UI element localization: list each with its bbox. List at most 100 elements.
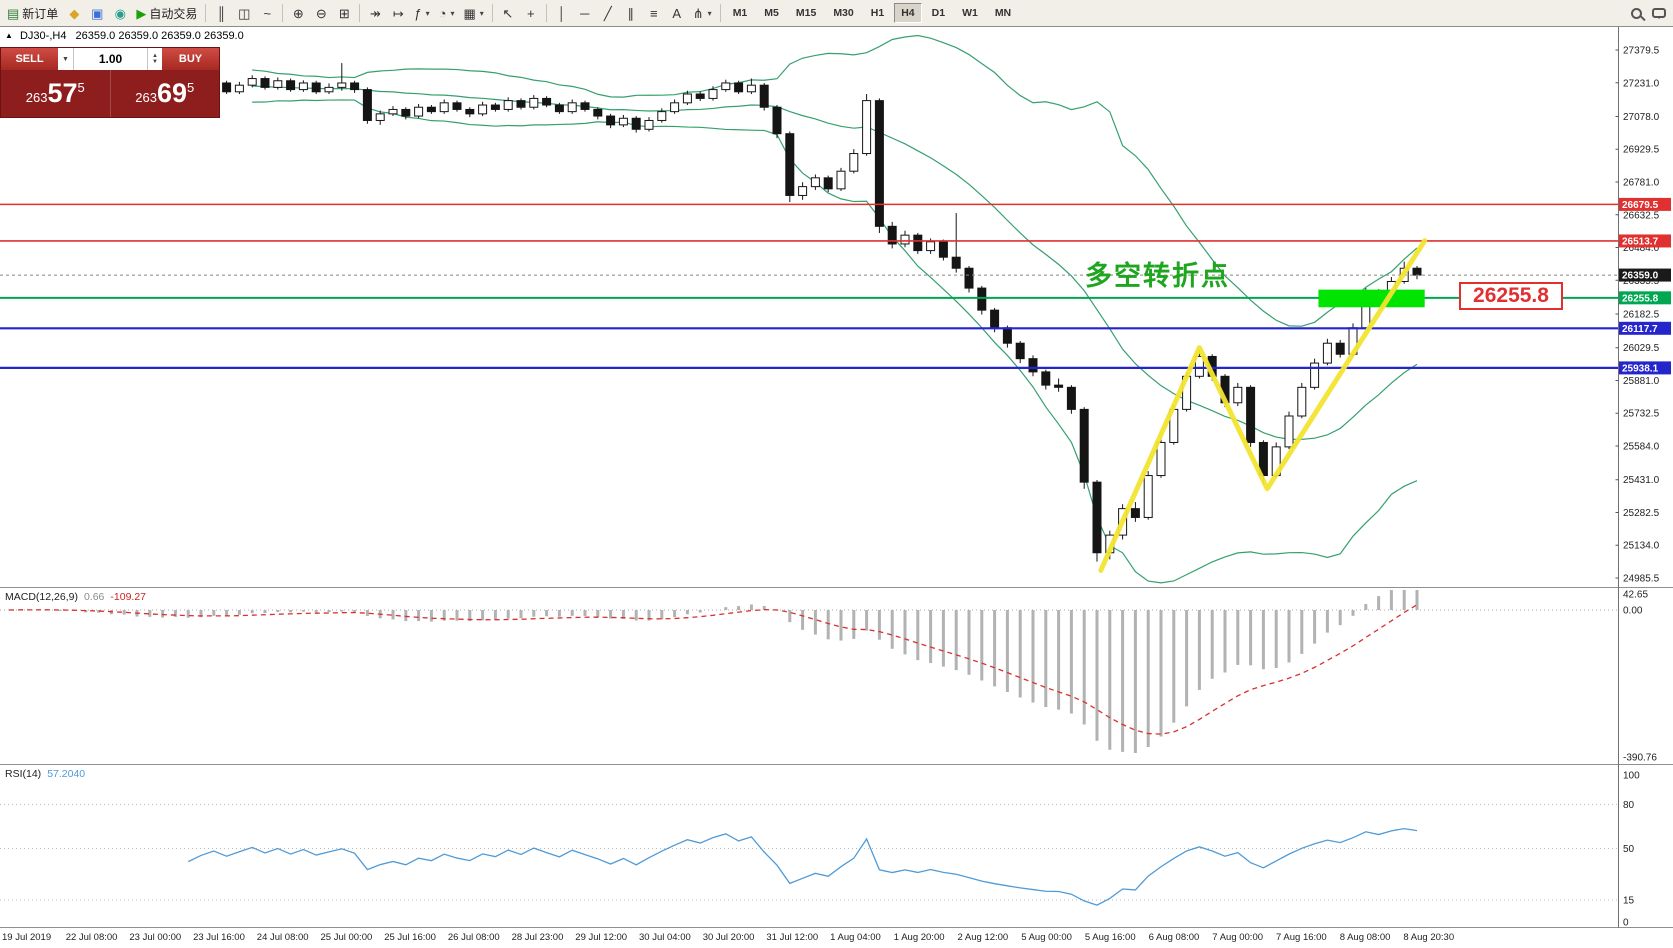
rsi-panel[interactable]: 100 80 50 15 0 [0, 771, 1640, 929]
zigzag-trendline[interactable] [1098, 238, 1428, 573]
svg-text:-390.76: -390.76 [1623, 753, 1657, 764]
metaeditor-button[interactable]: ◆ [63, 2, 85, 24]
svg-text:2 Aug 12:00: 2 Aug 12:00 [958, 932, 1009, 943]
ohlc-values: 26359.0 26359.0 26359.0 26359.0 [75, 30, 244, 42]
svg-text:31 Jul 12:00: 31 Jul 12:00 [766, 932, 818, 943]
svg-text:25 Jul 00:00: 25 Jul 00:00 [321, 932, 373, 943]
new-order-icon: ▤ [7, 5, 20, 21]
svg-text:27078.0: 27078.0 [1623, 112, 1660, 123]
cursor-button[interactable]: ↖ [497, 2, 519, 24]
indicators-button[interactable]: ƒ ▾ [410, 2, 433, 24]
svg-text:25938.1: 25938.1 [1622, 363, 1659, 374]
svg-text:26484.0: 26484.0 [1623, 243, 1660, 254]
crosshair-button[interactable]: + [520, 2, 542, 24]
svg-text:26117.7: 26117.7 [1622, 324, 1658, 335]
text-label-button[interactable]: A [666, 2, 688, 24]
timeframe-w1-button[interactable]: W1 [962, 7, 978, 19]
svg-text:30 Jul 20:00: 30 Jul 20:00 [703, 932, 755, 943]
svg-text:23 Jul 00:00: 23 Jul 00:00 [129, 932, 181, 943]
sell-button[interactable]: SELL [1, 48, 58, 70]
templates-button[interactable]: ▦ ▾ [459, 2, 487, 24]
strategy-tester-button[interactable]: ◉ [109, 2, 131, 24]
channel-button[interactable]: ∥ [620, 2, 642, 24]
timeframe-h4-button[interactable]: H4 [894, 3, 922, 23]
svg-text:26929.5: 26929.5 [1623, 145, 1660, 156]
new-order-button[interactable]: ▤ 新订单 [3, 2, 62, 24]
timeframe-h1-button[interactable]: H1 [870, 7, 885, 19]
vertical-line-icon: │ [557, 5, 566, 21]
timeframe-m1-button[interactable]: M1 [732, 7, 748, 19]
zoom-out-button[interactable]: ⊖ [310, 2, 332, 24]
macd-name: MACD(12,26,9) [5, 591, 78, 603]
svg-text:27379.5: 27379.5 [1623, 46, 1660, 57]
macd-value: 0.66 [83, 591, 105, 603]
macd-panel[interactable]: 42.65 0.00 -390.76 [0, 590, 1657, 764]
chart-ohlc-header: ▲ DJ30-,H4 26359.0 26359.0 26359.0 26359… [5, 30, 244, 42]
panel-separators [0, 27, 1673, 928]
search-button[interactable] [1625, 2, 1647, 24]
volume-input[interactable] [74, 48, 147, 70]
play-icon: ▶ [136, 5, 147, 21]
volume-dropdown[interactable]: ▼ [58, 48, 74, 70]
svg-text:0: 0 [1623, 918, 1629, 929]
pitchfork-icon: ⋔ [692, 5, 704, 21]
candlestick-chart-button[interactable]: ◫ [233, 2, 255, 24]
tile-windows-button[interactable]: ⊞ [333, 2, 355, 24]
buy-button[interactable]: BUY [162, 48, 219, 70]
bar-chart-button[interactable]: ║ [210, 2, 232, 24]
channel-icon: ∥ [627, 5, 635, 21]
arrows-button[interactable]: ⋔ ▾ [689, 2, 716, 24]
text-icon: A [672, 5, 682, 21]
chat-icon [1652, 8, 1666, 19]
svg-text:27231.0: 27231.0 [1623, 78, 1660, 89]
horizontal-line-button[interactable]: ─ [574, 2, 596, 24]
cursor-icon: ↖ [502, 5, 514, 21]
timeframe-m15-button[interactable]: M15 [795, 7, 817, 19]
auto-scroll-button[interactable]: ↠ [364, 2, 386, 24]
svg-text:15: 15 [1623, 895, 1635, 906]
buy-price[interactable]: 263 69 5 [109, 70, 220, 117]
chart-shift-icon: ↦ [392, 5, 404, 21]
fibonacci-button[interactable]: ≡ [643, 2, 665, 24]
stepper-up-icon: ▲ [152, 53, 158, 59]
svg-text:26 Jul 08:00: 26 Jul 08:00 [448, 932, 500, 943]
timeframe-d1-button[interactable]: D1 [931, 7, 946, 19]
zoom-in-button[interactable]: ⊕ [287, 2, 309, 24]
trendline-button[interactable]: ╱ [597, 2, 619, 24]
svg-text:8 Aug 20:30: 8 Aug 20:30 [1403, 932, 1454, 943]
toolbar-separator [205, 4, 207, 22]
highlight-zone-rect[interactable] [1318, 289, 1425, 308]
svg-text:6 Aug 08:00: 6 Aug 08:00 [1149, 932, 1200, 943]
periods-button[interactable]: ◔ ▾ [435, 2, 459, 24]
collapse-triangle-icon[interactable]: ▲ [5, 31, 13, 40]
chart-canvas[interactable]: 27379.5 27231.0 27078.0 26929.5 26781.0 26632… [0, 27, 1673, 948]
toolbar-separator [282, 4, 284, 22]
rsi-header: RSI(14) 57.2040 [5, 768, 85, 780]
caret-icon: ▾ [450, 8, 455, 18]
price-axis[interactable]: 27379.5 27231.0 27078.0 26929.5 26781.0 26632… [1615, 46, 1672, 585]
svg-text:5 Aug 00:00: 5 Aug 00:00 [1021, 932, 1072, 943]
timeframe-mn-button[interactable]: MN [994, 7, 1012, 19]
svg-text:26781.0: 26781.0 [1623, 178, 1660, 189]
volume-stepper[interactable]: ▲ ▼ [147, 48, 162, 70]
zoom-in-icon: ⊕ [292, 5, 304, 21]
timeframe-m30-button[interactable]: M30 [833, 7, 854, 19]
line-chart-button[interactable]: ~ [256, 2, 278, 24]
svg-text:1 Aug 20:00: 1 Aug 20:00 [894, 932, 945, 943]
horizontal-level-lines[interactable] [0, 203, 1618, 370]
sell-price[interactable]: 263 57 5 [25, 78, 85, 108]
svg-text:25881.0: 25881.0 [1623, 376, 1660, 387]
toolbar: ▤ 新订单 ◆ ▣ ◉ ▶ 自动交易 ║ ◫ ~ ⊕ ⊖ ⊞ ↠ ↦ ƒ ▾ ◔ ▾ ▦ ▾ ↖ + │ ─ ╱ ∥ ≡ A ⋔ ▾ M1 M5… [0, 0, 1673, 27]
chart-shift-button[interactable]: ↦ [387, 2, 409, 24]
time-axis[interactable]: 19 Jul 2019 22 Jul 08:00 23 Jul 00:00 23 Ju… [2, 932, 1454, 943]
vertical-line-button[interactable]: │ [551, 2, 573, 24]
timeframe-m5-button[interactable]: M5 [764, 7, 779, 19]
svg-text:26029.5: 26029.5 [1623, 343, 1660, 354]
svg-text:26632.5: 26632.5 [1623, 210, 1660, 221]
terminal-button[interactable]: ▣ [86, 2, 108, 24]
template-icon: ▦ [463, 5, 476, 21]
symbol-timeframe: DJ30-,H4 [19, 30, 67, 42]
chat-button[interactable] [1648, 2, 1670, 24]
svg-text:25431.0: 25431.0 [1623, 475, 1660, 486]
auto-trading-button[interactable]: ▶ 自动交易 [132, 2, 201, 24]
